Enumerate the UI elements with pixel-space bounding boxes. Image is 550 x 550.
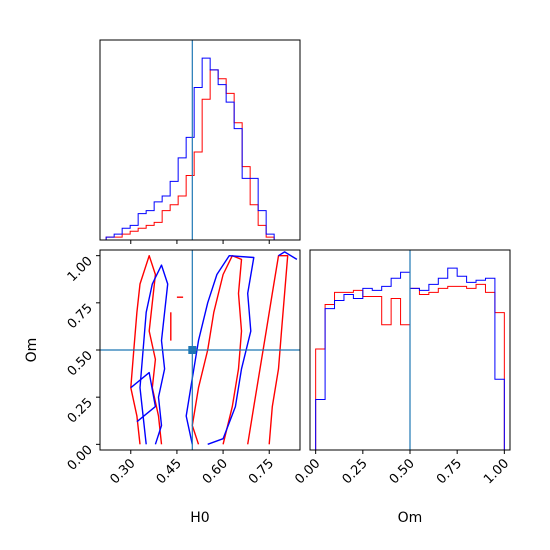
- h0-histogram-frame: [99, 39, 301, 241]
- contour-blue-0: [139, 264, 169, 445]
- h0-om-contour-marks: [100, 250, 300, 450]
- om-x-tick-label-3: 0.75: [434, 456, 465, 487]
- h0-histogram-series-red: [105, 69, 291, 241]
- om-x-tick-label-0: 0.00: [292, 456, 323, 487]
- om-y-tick-label-4: 1.00: [65, 254, 96, 285]
- om-histogram-marks: [315, 250, 505, 450]
- contour-blue-3: [130, 371, 157, 423]
- contour-red-0: [130, 255, 163, 445]
- om-y-tick-label-1: 0.25: [65, 395, 96, 426]
- panel-h0-om-contours: 0.30 0.45 0.60 0.750.000.250.500.751.00 H0 …: [24, 249, 301, 526]
- contour-blue-2: [278, 251, 298, 260]
- contour-red-2: [247, 255, 289, 445]
- om-histogram-ticks: 0.00 0.25 0.50 0.75 1.00: [292, 450, 512, 487]
- contour-blue-1: [185, 255, 255, 445]
- x-axis-label-h0: H0: [190, 510, 209, 526]
- om-y-tick-label-3: 0.75: [65, 301, 96, 332]
- om-x-tick-label-1: 0.25: [340, 456, 371, 487]
- om-x-tick-label-4: 1.00: [481, 456, 512, 487]
- panel-om-histogram: 0.00 0.25 0.50 0.75 1.00 Om: [292, 249, 512, 526]
- h0-x-tick-label-2: 0.60: [200, 456, 231, 487]
- om-y-tick-label-0: 0.00: [65, 443, 96, 474]
- y-axis-label-om: Om: [24, 338, 40, 363]
- panel-h0-histogram: [99, 39, 301, 244]
- x-axis-label-om: Om: [398, 510, 423, 526]
- h0-om-contours: [130, 251, 298, 445]
- h0-x-tick-label-0: 0.30: [108, 456, 139, 487]
- truth-marker: [188, 346, 197, 354]
- om-x-tick-label-2: 0.50: [387, 456, 418, 487]
- h0-histogram-series-blue: [105, 57, 291, 241]
- h0-om-contour-ticks: 0.30 0.45 0.60 0.75 0.00 0.25 0.50 0.75 1.00: [65, 254, 277, 487]
- h0-histogram-marks: [105, 40, 291, 241]
- h0-x-tick-label-3: 0.75: [246, 456, 277, 487]
- h0-histogram-ticks: [130, 240, 270, 244]
- h0-x-tick-label-1: 0.45: [154, 456, 185, 487]
- om-y-tick-label-2: 0.50: [65, 348, 96, 379]
